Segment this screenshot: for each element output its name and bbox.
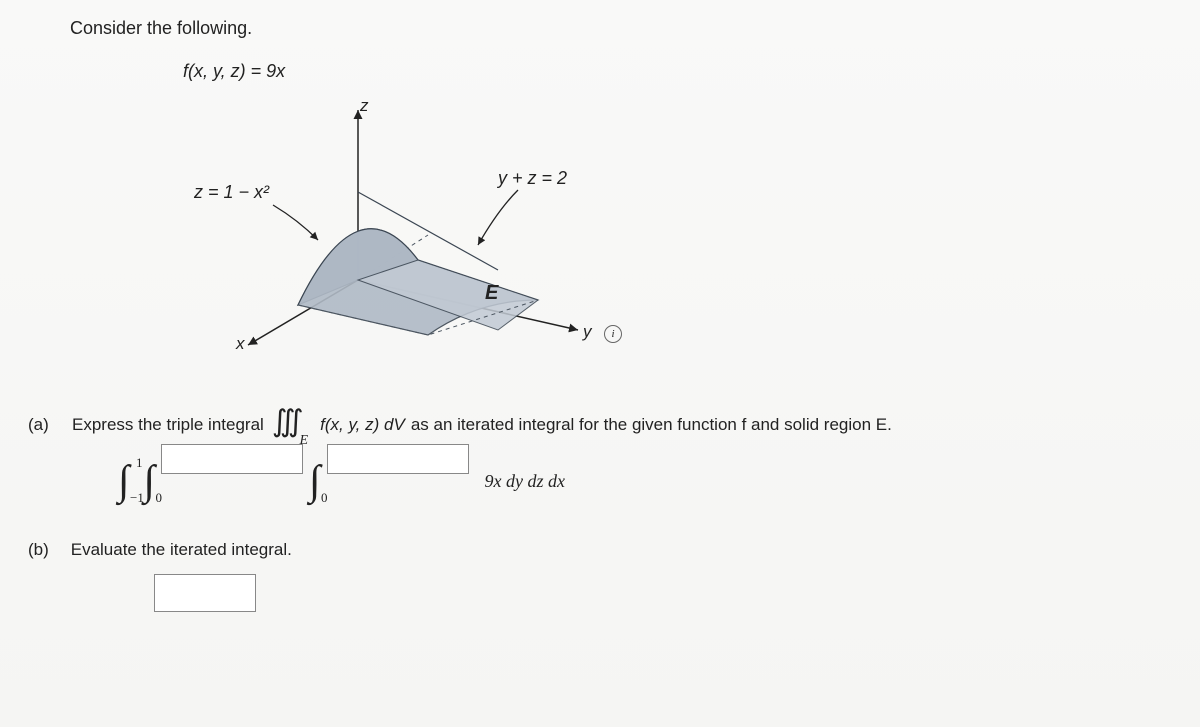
function-text: f(x, y, z) = 9x <box>183 61 285 81</box>
figure: z x y i z = 1 − x² y + z = 2 E <box>198 100 628 380</box>
part-b-answer-blank[interactable] <box>154 574 256 612</box>
integrand-expression: 9x dy dz dx <box>485 471 565 492</box>
info-icon[interactable]: i <box>604 325 622 343</box>
figure-svg <box>198 100 628 380</box>
part-a-text-after: as an iterated integral for the given fu… <box>411 415 892 435</box>
axis-x-label: x <box>236 334 245 354</box>
part-a-label: (a) <box>28 415 58 435</box>
axis-z-label: z <box>360 96 369 116</box>
part-a: (a) Express the triple integral ∭E f(x, … <box>28 410 1172 440</box>
problem-title: Consider the following. <box>70 18 1172 39</box>
outer-integral: ∫ 1 −1 <box>118 460 130 502</box>
outer-upper: 1 <box>136 456 143 469</box>
surface1-label: z = 1 − x² <box>194 182 269 203</box>
part-a-text-before: Express the triple integral <box>72 415 264 435</box>
middle-upper-blank[interactable] <box>161 444 303 474</box>
integrand-fxyz: f(x, y, z) dV <box>320 415 405 435</box>
axis-y-label: y <box>583 322 592 342</box>
inner-lower: 0 <box>321 491 328 504</box>
part-b-text: Evaluate the iterated integral. <box>71 540 292 559</box>
page: Consider the following. f(x, y, z) = 9x <box>0 0 1200 727</box>
outer-lower: −1 <box>130 491 144 504</box>
triple-integral-symbol: ∭E <box>272 410 312 440</box>
surface2-label: y + z = 2 <box>498 168 567 189</box>
part-b-label: (b) <box>28 540 58 560</box>
middle-integral: ∫ 0 <box>144 460 156 502</box>
inner-upper-blank[interactable] <box>327 444 469 474</box>
iterated-integral: ∫ 1 −1 ∫ 0 ∫ 0 9x dy dz dx <box>118 460 1172 502</box>
function-definition: f(x, y, z) = 9x <box>183 61 1172 82</box>
region-label: E <box>485 282 498 305</box>
inner-integral: ∫ 0 <box>309 460 321 502</box>
middle-lower: 0 <box>156 491 163 504</box>
part-b: (b) Evaluate the iterated integral. <box>28 540 1172 612</box>
